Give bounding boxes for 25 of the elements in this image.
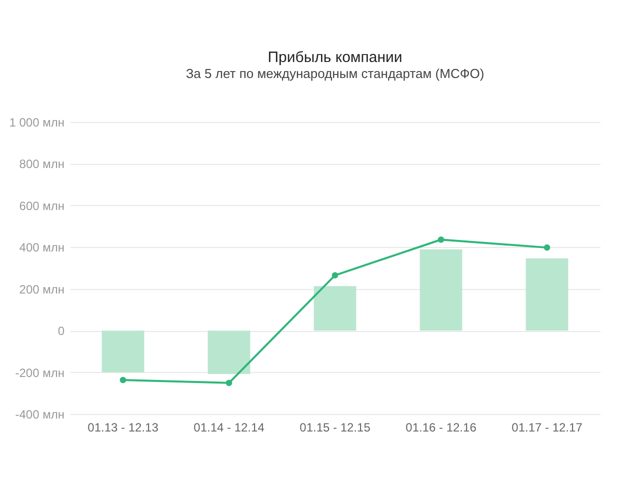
y-tick-label: -200 млн xyxy=(15,366,64,380)
point xyxy=(544,244,550,251)
x-tick-label: 01.17 - 12.17 xyxy=(512,420,583,434)
y-tick-label: 0 xyxy=(58,324,65,338)
y-tick-label: 800 млн xyxy=(19,157,64,172)
x-tick-label: 01.16 - 12.16 xyxy=(406,420,477,434)
chart-title: Прибыль компании xyxy=(268,49,402,66)
y-tick-label: 200 млн xyxy=(19,282,64,296)
bar xyxy=(526,258,568,331)
y-tick-label: 400 млн xyxy=(19,240,64,255)
y-tick-label: -400 млн xyxy=(15,408,64,422)
point xyxy=(226,380,232,386)
x-tick-label: 01.15 - 12.15 xyxy=(300,420,371,434)
point xyxy=(438,236,444,243)
bar xyxy=(314,286,356,331)
y-tick-label: 1 000 млн xyxy=(9,116,64,130)
point xyxy=(120,376,126,384)
bar xyxy=(102,330,144,372)
bar xyxy=(208,330,250,374)
point xyxy=(332,272,338,278)
chart-subtitle: За 5 лет по международным стандартам (МСФО) xyxy=(186,66,484,81)
bar xyxy=(420,249,462,331)
y-tick-label: 600 млн xyxy=(19,198,64,213)
x-tick-label: 01.13 - 12.13 xyxy=(88,420,159,434)
x-tick-label: 01.14 - 12.14 xyxy=(194,420,265,434)
